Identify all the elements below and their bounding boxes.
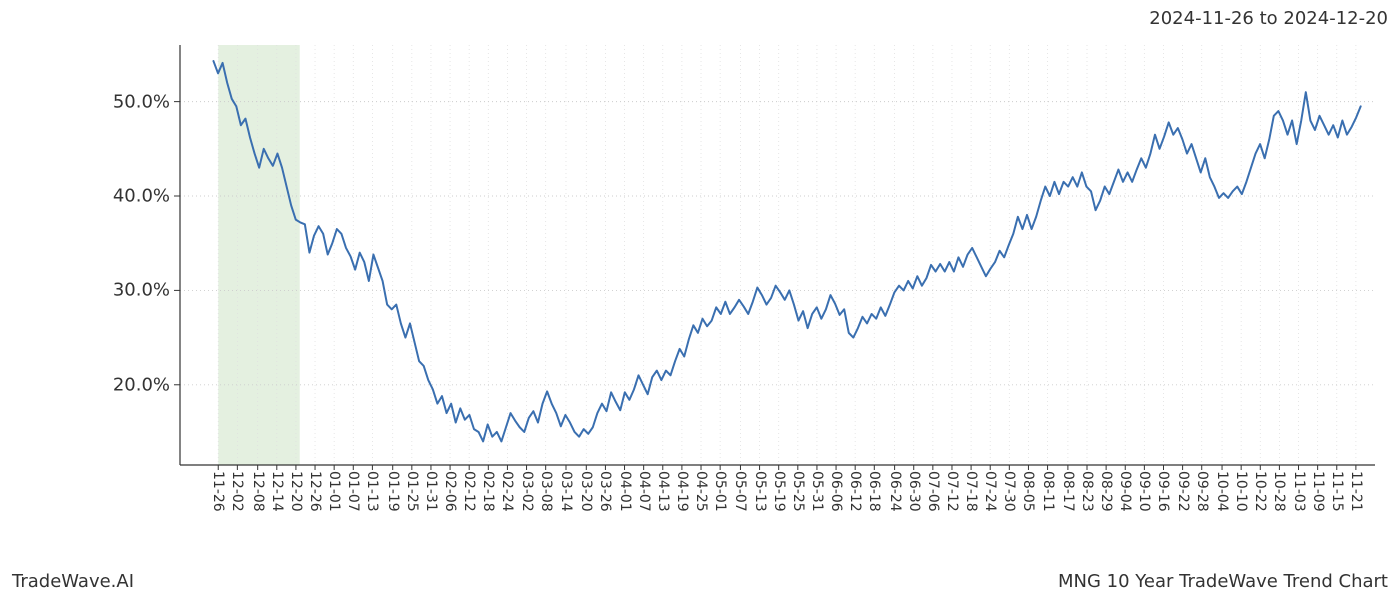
x-tick-label: 08-05 (1020, 471, 1036, 512)
x-tick-label: 06-24 (887, 471, 903, 512)
x-tick-label: 01-31 (423, 471, 439, 512)
x-tick-label: 08-29 (1098, 471, 1114, 512)
x-tick-label: 01-25 (404, 471, 420, 512)
x-tick-label: 12-14 (269, 471, 285, 512)
x-tick-label: 01-07 (345, 471, 361, 512)
x-tick-label: 01-19 (385, 471, 401, 512)
plot-area: 20.0%30.0%40.0%50.0%11-2612-0212-0812-14… (180, 45, 1375, 465)
x-tick-label: 06-30 (906, 471, 922, 512)
x-tick-label: 11-03 (1291, 471, 1307, 512)
x-tick-label: 10-22 (1252, 471, 1268, 512)
x-tick-label: 04-07 (636, 471, 652, 512)
x-tick-label: 11-26 (210, 471, 226, 512)
x-tick-label: 05-01 (712, 471, 728, 512)
x-tick-label: 09-22 (1175, 471, 1191, 512)
highlight-band (218, 45, 299, 465)
x-tick-label: 05-19 (771, 471, 787, 512)
x-tick-label: 02-24 (499, 471, 515, 512)
y-tick-label: 40.0% (113, 186, 180, 207)
x-tick-label: 05-31 (809, 471, 825, 512)
x-tick-label: 04-19 (674, 471, 690, 512)
x-tick-label: 03-14 (558, 471, 574, 512)
x-tick-label: 06-12 (847, 471, 863, 512)
x-tick-label: 10-04 (1214, 471, 1230, 512)
x-tick-label: 03-02 (519, 471, 535, 512)
x-tick-label: 07-18 (963, 471, 979, 512)
x-tick-label: 04-01 (617, 471, 633, 512)
x-tick-label: 12-26 (307, 471, 323, 512)
x-tick-label: 02-12 (461, 471, 477, 512)
x-tick-label: 01-13 (364, 471, 380, 512)
chart-title: MNG 10 Year TradeWave Trend Chart (1058, 571, 1388, 592)
x-tick-label: 02-18 (480, 471, 496, 512)
x-tick-label: 07-24 (982, 471, 998, 512)
x-tick-label: 12-02 (229, 471, 245, 512)
x-tick-label: 05-07 (732, 471, 748, 512)
x-tick-label: 06-18 (866, 471, 882, 512)
x-tick-label: 04-13 (655, 471, 671, 512)
x-tick-label: 12-20 (288, 471, 304, 512)
y-tick-label: 50.0% (113, 91, 180, 112)
x-tick-label: 10-28 (1271, 471, 1287, 512)
x-tick-label: 12-08 (250, 471, 266, 512)
x-tick-label: 08-17 (1060, 471, 1076, 512)
x-tick-label: 07-12 (944, 471, 960, 512)
x-tick-label: 11-09 (1310, 471, 1326, 512)
x-tick-label: 09-10 (1136, 471, 1152, 512)
x-tick-label: 06-06 (828, 471, 844, 512)
x-tick-label: 03-20 (578, 471, 594, 512)
x-tick-label: 11-15 (1329, 471, 1345, 512)
x-tick-label: 01-01 (326, 471, 342, 512)
x-tick-label: 04-25 (693, 471, 709, 512)
x-tick-label: 08-23 (1079, 471, 1095, 512)
x-tick-label: 03-08 (538, 471, 554, 512)
date-range-label: 2024-11-26 to 2024-12-20 (1149, 8, 1388, 29)
x-tick-label: 09-28 (1194, 471, 1210, 512)
chart-container: 2024-11-26 to 2024-12-20 TradeWave.AI MN… (0, 0, 1400, 600)
x-tick-label: 05-25 (790, 471, 806, 512)
x-tick-label: 07-30 (1001, 471, 1017, 512)
y-tick-label: 20.0% (113, 374, 180, 395)
x-tick-label: 09-04 (1117, 471, 1133, 512)
x-tick-label: 10-10 (1233, 471, 1249, 512)
x-tick-label: 03-26 (597, 471, 613, 512)
y-tick-label: 30.0% (113, 280, 180, 301)
brand-label: TradeWave.AI (12, 571, 134, 592)
x-tick-label: 08-11 (1040, 471, 1056, 512)
x-tick-label: 07-06 (925, 471, 941, 512)
chart-svg (180, 45, 1375, 465)
x-tick-label: 09-16 (1155, 471, 1171, 512)
x-tick-label: 05-13 (752, 471, 768, 512)
x-tick-label: 11-21 (1348, 471, 1364, 512)
x-tick-label: 02-06 (442, 471, 458, 512)
